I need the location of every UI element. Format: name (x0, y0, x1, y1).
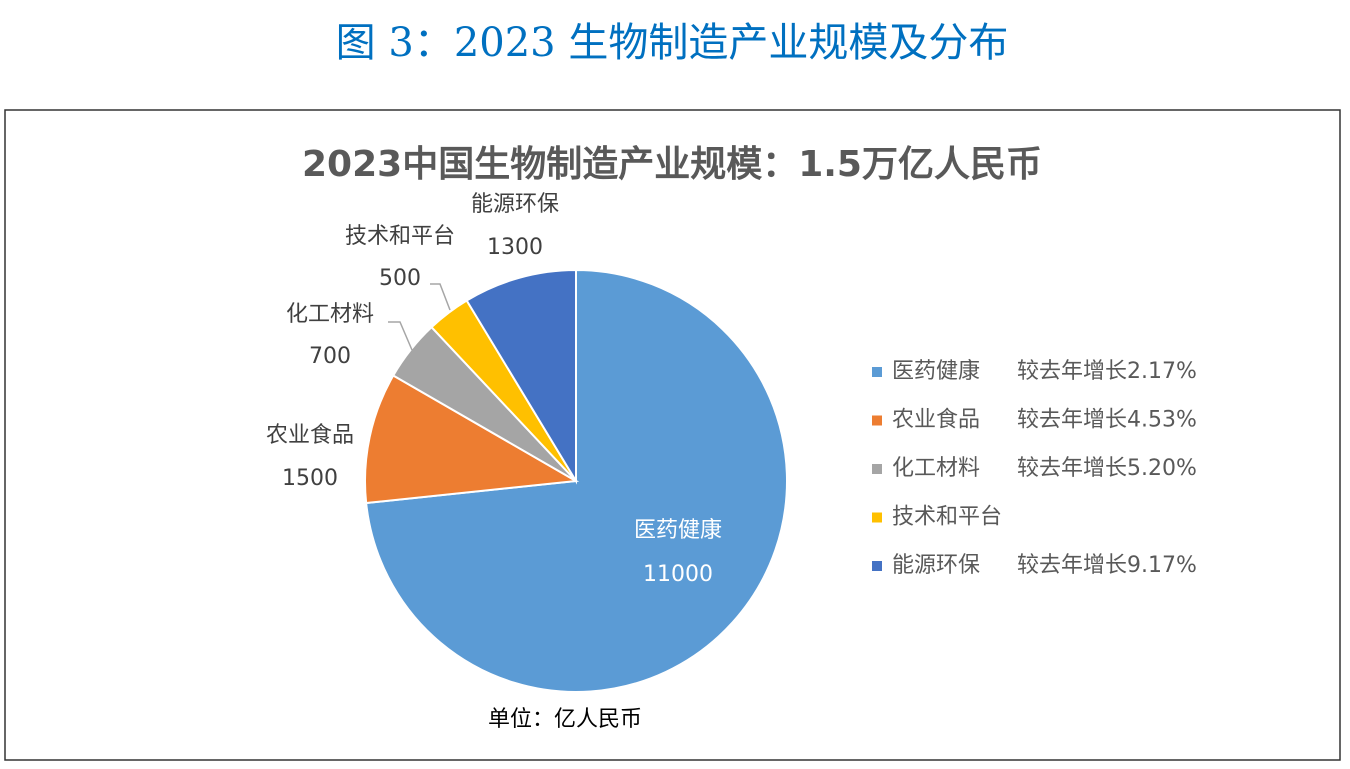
legend-swatch (872, 512, 882, 523)
unit-note: 单位：亿人民币 (488, 707, 642, 732)
leader-line (430, 283, 451, 311)
legend-swatch (872, 367, 882, 377)
chart-title: 2023中国生物制造产业规模：1.5万亿人民币 (302, 144, 1042, 185)
legend-note: 较去年增长2.17% (1017, 359, 1197, 384)
legend-label: 医药健康 (892, 359, 980, 384)
data-label-value: 11000 (643, 562, 713, 587)
data-label-name: 化工材料 (286, 302, 374, 327)
leader-line (388, 321, 413, 351)
legend-label: 化工材料 (892, 456, 980, 481)
data-label-name: 农业食品 (266, 423, 354, 448)
data-label-value: 700 (309, 344, 351, 369)
pie-slice (364, 374, 580, 505)
data-label-name: 医药健康 (634, 518, 722, 543)
data-label-value: 500 (379, 266, 421, 291)
legend-note: 较去年增长9.17% (1017, 553, 1197, 578)
pie-slice (465, 268, 577, 485)
legend-label: 农业食品 (892, 408, 980, 433)
data-label-value: 1300 (487, 235, 543, 260)
figure-title: 图 3：2023 生物制造产业规模及分布 (336, 20, 1009, 66)
legend-label: 技术和平台 (892, 505, 1002, 530)
legend-note: 较去年增长4.53% (1017, 408, 1197, 433)
legend-label: 能源环保 (892, 553, 980, 578)
data-label-name: 能源环保 (471, 192, 559, 217)
data-label-value: 1500 (282, 466, 338, 491)
legend-swatch (872, 561, 882, 571)
legend-swatch (872, 415, 882, 426)
legend-note: 较去年增长5.20% (1017, 456, 1197, 481)
legend-swatch (872, 464, 882, 474)
data-label-name: 技术和平台 (345, 224, 455, 249)
